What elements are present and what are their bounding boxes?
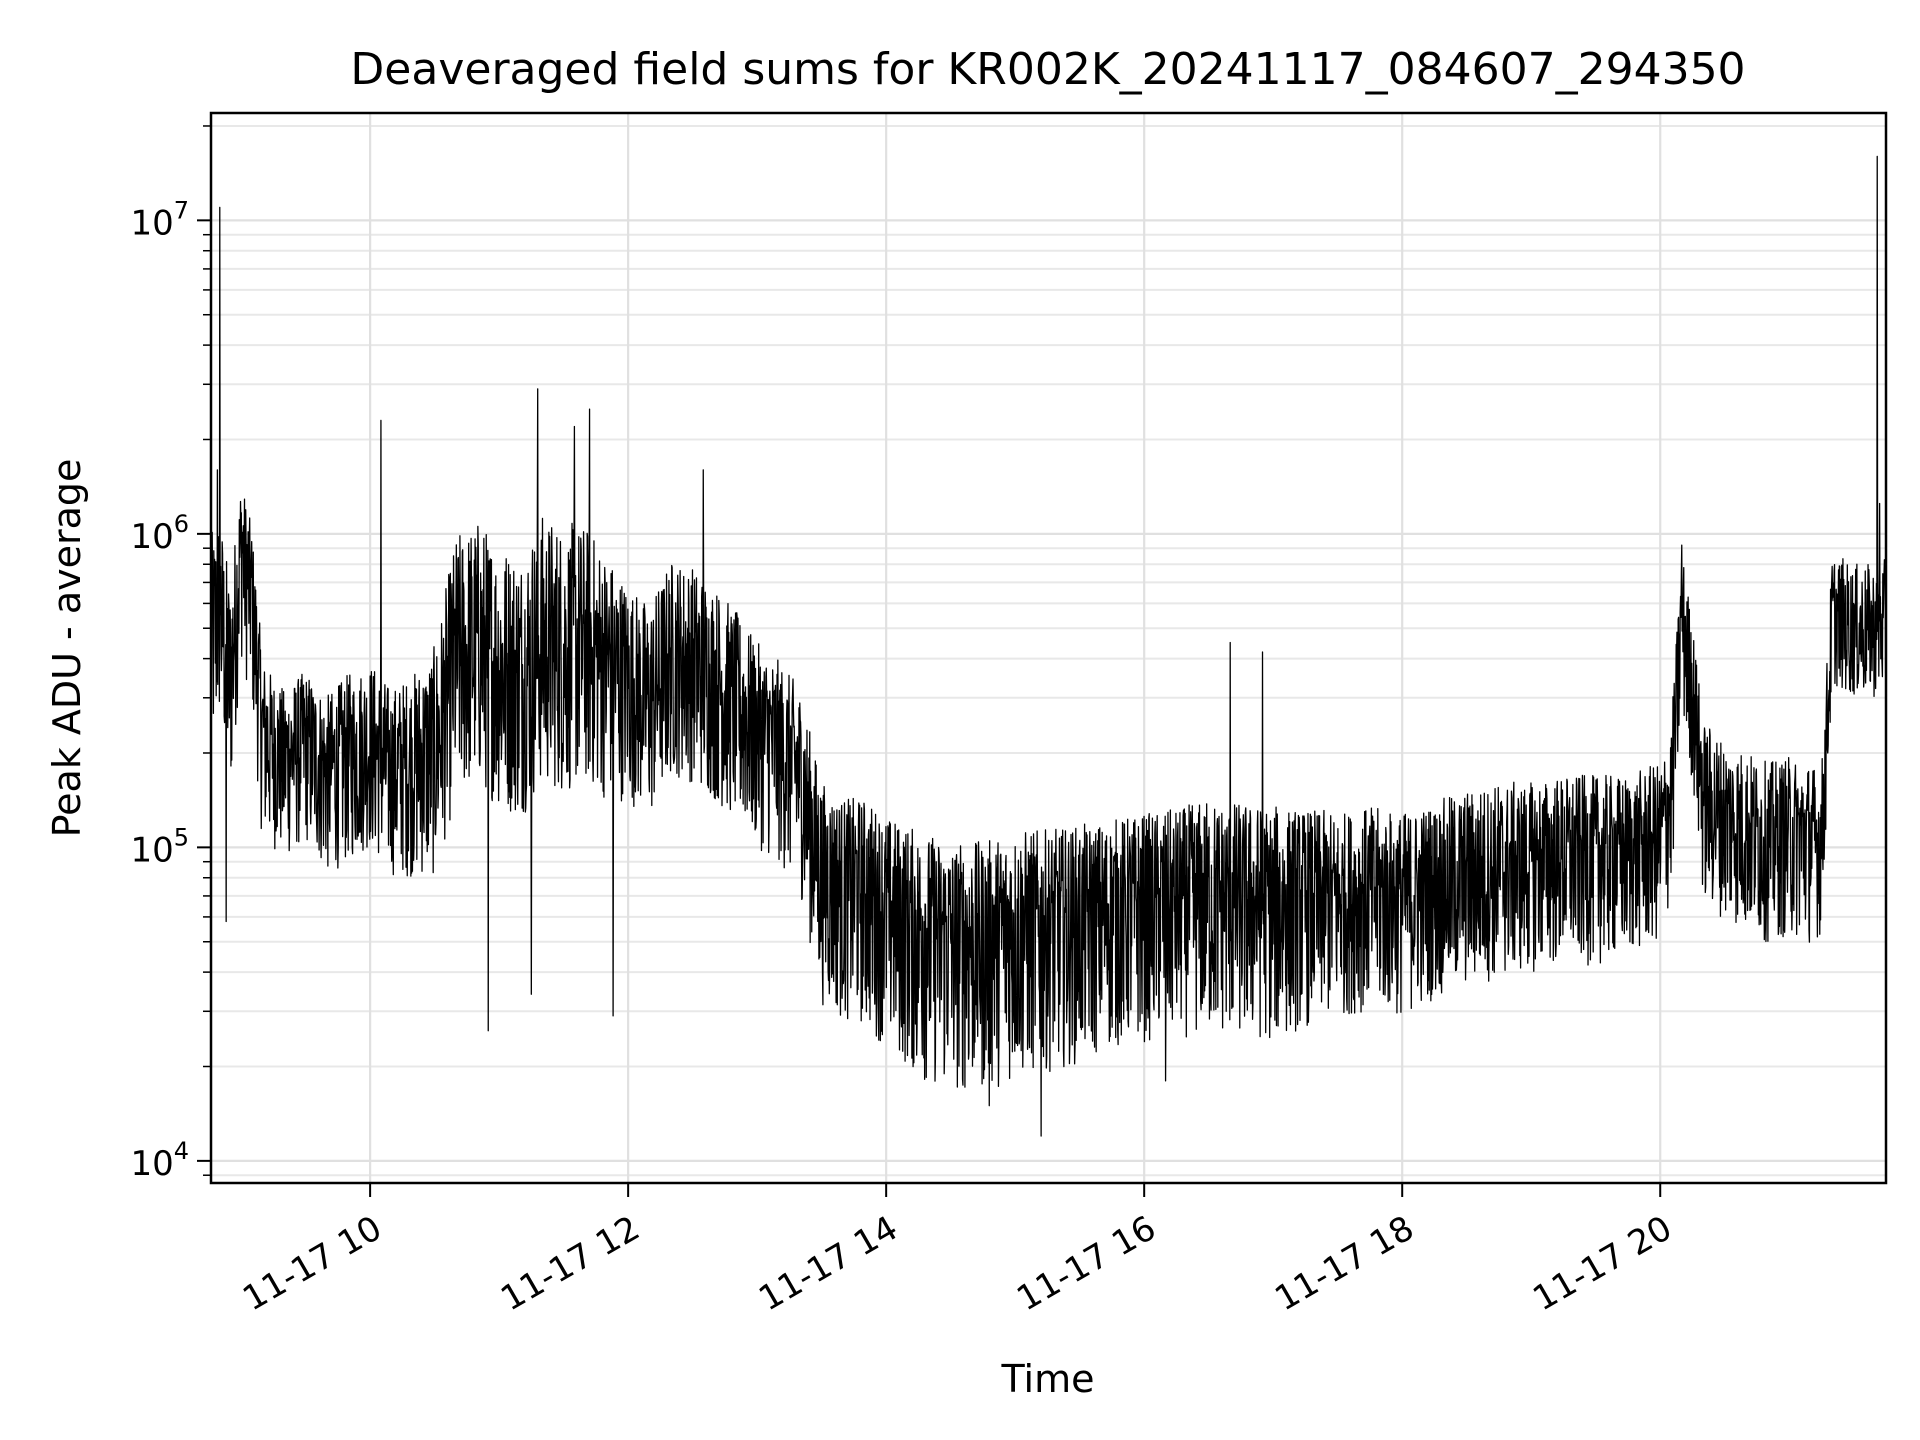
grid [211, 113, 1886, 1183]
y-tick-label: 105 [130, 823, 189, 870]
y-tick-label: 107 [130, 196, 189, 243]
y-tick-label: 106 [130, 510, 189, 557]
plot-frame [209, 111, 1888, 1185]
y-axis: 104 105 106 107 [130, 125, 211, 1184]
series-line [210, 155, 1887, 1137]
x-axis-label: Time [1001, 1357, 1095, 1401]
y-axis-label: Peak ADU - average [45, 459, 89, 838]
series-line-path [210, 155, 1887, 1137]
y-tick-label: 104 [130, 1137, 189, 1184]
chart-title: Deaveraged field sums for KR002K_2024111… [350, 44, 1745, 95]
